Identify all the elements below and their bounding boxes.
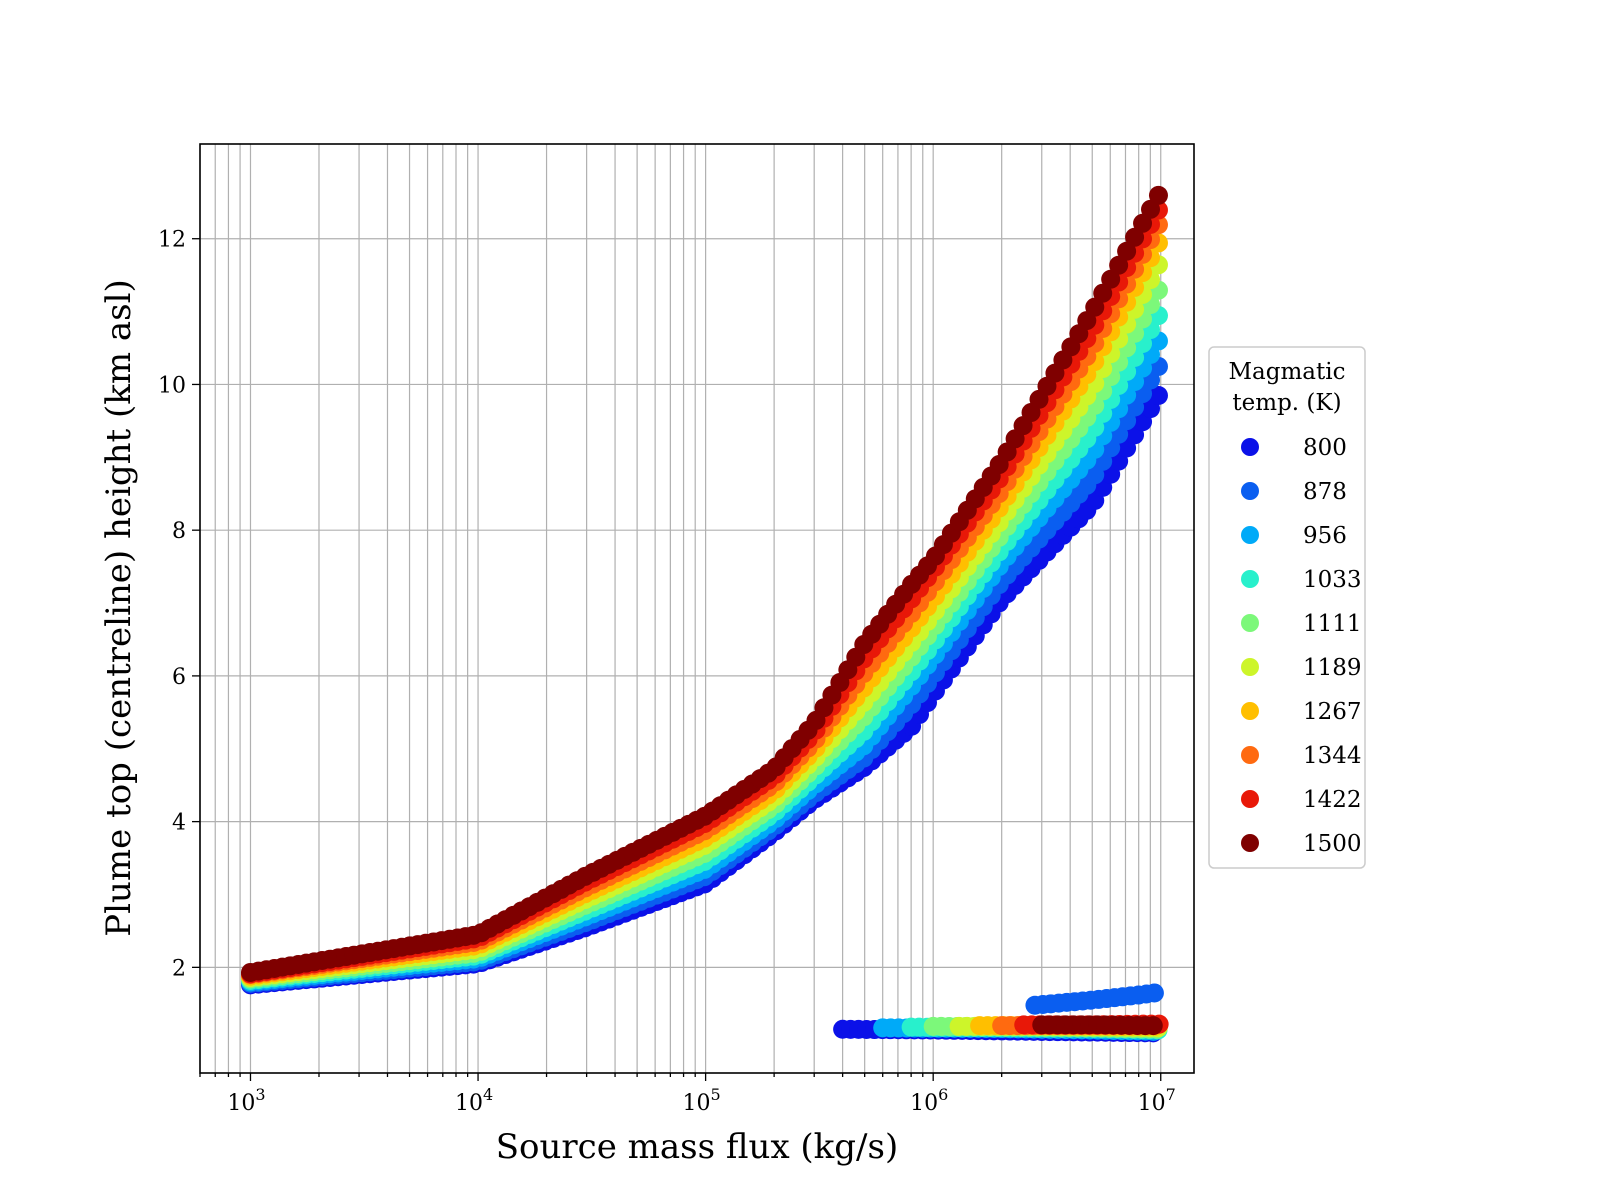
series-1500-point (1093, 283, 1113, 303)
plot-frame (199, 143, 1195, 1074)
series-1500-branch-point (1143, 1016, 1163, 1036)
y-tick-label: 10 (158, 373, 186, 398)
grid-lines (199, 144, 1194, 1073)
y-axis-label: Plume top (centreline) height (km asl) (99, 279, 139, 937)
axis-ticks: 103 104 105 106 107 2 4 6 8 10 12 (158, 228, 1176, 1116)
x-axis-label: Source mass flux (kg/s) (496, 1127, 898, 1167)
series-1500-point (1125, 227, 1145, 247)
series-878-branch-point (1144, 983, 1164, 1003)
legend-marker-1111 (1241, 614, 1259, 632)
legend: Magmatic temp. (K) 800 878 956 1033 1111 1189… (1208, 346, 1366, 869)
legend-box (1208, 346, 1366, 869)
legend-marker-878 (1241, 482, 1259, 500)
legend-marker-956 (1241, 526, 1259, 544)
x-tick-label: 105 (683, 1085, 721, 1116)
legend-label-800: 800 (1303, 435, 1347, 461)
y-tick-label: 2 (172, 956, 186, 981)
legend-title-line-2: temp. (K) (1232, 390, 1341, 416)
legend-label-1267: 1267 (1303, 699, 1362, 725)
y-tick-label: 6 (172, 665, 186, 690)
legend-label-1422: 1422 (1303, 787, 1362, 813)
series-1500-point (1148, 185, 1168, 205)
legend-label-1500: 1500 (1303, 831, 1362, 857)
legend-marker-1422 (1241, 790, 1259, 808)
series-1500-point (1133, 213, 1153, 233)
legend-marker-1267 (1241, 702, 1259, 720)
x-tick-exponent: 7 (1166, 1085, 1176, 1104)
x-tick-exponent: 5 (711, 1085, 721, 1104)
legend-label-1033: 1033 (1303, 567, 1362, 593)
legend-label-1344: 1344 (1303, 743, 1362, 769)
x-tick-label: 104 (455, 1085, 493, 1116)
x-tick-label: 103 (227, 1085, 265, 1116)
legend-entries: 800 878 956 1033 1111 1189 1267 1344 1422 1500 (1241, 435, 1362, 857)
y-tick-label: 8 (172, 519, 186, 544)
x-tick-exponent: 3 (255, 1085, 265, 1104)
legend-marker-1344 (1241, 746, 1259, 764)
y-tick-label: 4 (172, 811, 186, 836)
series-1500-point (1141, 199, 1161, 219)
x-tick-exponent: 6 (938, 1085, 948, 1104)
legend-marker-800 (1241, 438, 1259, 456)
x-tick-label: 106 (910, 1085, 948, 1116)
data-points (240, 185, 1169, 1043)
legend-label-956: 956 (1303, 523, 1347, 549)
series-800-point (1148, 385, 1168, 405)
legend-marker-1500 (1241, 834, 1259, 852)
legend-marker-1033 (1241, 570, 1259, 588)
y-tick-label: 12 (158, 228, 186, 253)
legend-label-878: 878 (1303, 479, 1347, 505)
series-1500-point (1109, 255, 1129, 275)
series-1500-point (1101, 269, 1121, 289)
series-1500-point (1117, 241, 1137, 261)
legend-marker-1189 (1241, 658, 1259, 676)
x-tick-exponent: 4 (483, 1085, 493, 1104)
legend-label-1111: 1111 (1303, 611, 1362, 637)
legend-title-line-1: Magmatic (1229, 359, 1346, 385)
series-1500-point (1085, 297, 1105, 317)
legend-label-1189: 1189 (1303, 655, 1362, 681)
x-tick-label: 107 (1138, 1085, 1176, 1116)
